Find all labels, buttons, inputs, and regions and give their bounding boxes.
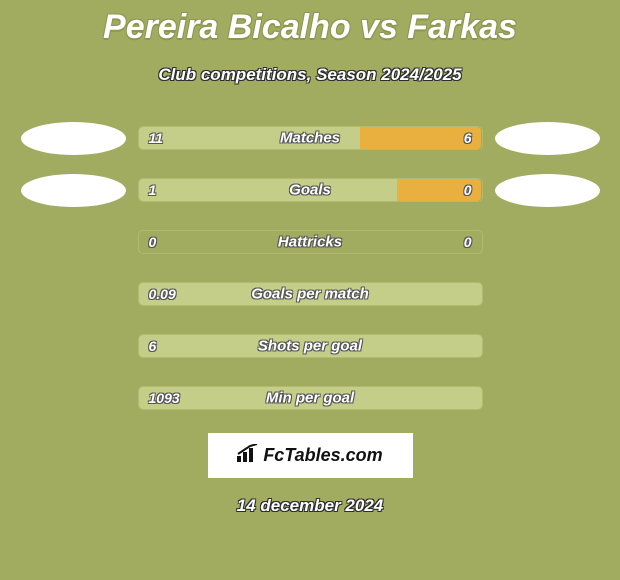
stat-value-left: 6 bbox=[149, 338, 157, 354]
page-title: Pereira Bicalho vs Farkas bbox=[0, 0, 620, 47]
stat-rows: Matches 11 6 Goals 1 0 Hattricks 0 0 Goals per ma… bbox=[0, 123, 620, 413]
avatar-right bbox=[495, 174, 600, 207]
stat-bar: Matches 11 6 bbox=[138, 126, 483, 150]
stat-label: Shots per goal bbox=[258, 338, 362, 355]
avatar-spacer bbox=[495, 278, 600, 311]
stat-value-left: 11 bbox=[149, 130, 164, 146]
stat-value-left: 1 bbox=[149, 182, 157, 198]
avatar-right bbox=[495, 122, 600, 155]
bar-left-fill bbox=[139, 179, 398, 201]
stat-row: Min per goal 1093 bbox=[0, 383, 620, 413]
stat-row: Hattricks 0 0 bbox=[0, 227, 620, 257]
stat-bar: Shots per goal 6 bbox=[138, 334, 483, 358]
stat-bar: Goals per match 0.09 bbox=[138, 282, 483, 306]
stat-label: Goals bbox=[289, 182, 331, 199]
avatar-left bbox=[21, 122, 126, 155]
stat-row: Shots per goal 6 bbox=[0, 331, 620, 361]
avatar-spacer bbox=[495, 382, 600, 415]
avatar-spacer bbox=[21, 226, 126, 259]
stat-value-left: 0.09 bbox=[149, 286, 176, 302]
stat-label: Goals per match bbox=[251, 286, 369, 303]
stat-value-right: 0 bbox=[464, 182, 472, 198]
avatar-spacer bbox=[21, 278, 126, 311]
comparison-card: Pereira Bicalho vs Farkas Club competiti… bbox=[0, 0, 620, 580]
stat-label: Min per goal bbox=[266, 390, 354, 407]
stat-row: Goals 1 0 bbox=[0, 175, 620, 205]
avatar-spacer bbox=[495, 226, 600, 259]
stat-value-right: 0 bbox=[464, 234, 472, 250]
stat-bar: Goals 1 0 bbox=[138, 178, 483, 202]
avatar-spacer bbox=[21, 330, 126, 363]
stat-bar: Min per goal 1093 bbox=[138, 386, 483, 410]
stat-value-right: 6 bbox=[464, 130, 472, 146]
stat-value-left: 0 bbox=[149, 234, 157, 250]
date-text: 14 december 2024 bbox=[0, 496, 620, 516]
avatar-spacer bbox=[21, 382, 126, 415]
logo-text: FcTables.com bbox=[263, 445, 382, 466]
avatar-left bbox=[21, 174, 126, 207]
stat-label: Matches bbox=[280, 130, 340, 147]
subtitle: Club competitions, Season 2024/2025 bbox=[0, 65, 620, 85]
stat-row: Matches 11 6 bbox=[0, 123, 620, 153]
stat-label: Hattricks bbox=[278, 234, 342, 251]
stat-row: Goals per match 0.09 bbox=[0, 279, 620, 309]
logo-box: FcTables.com bbox=[208, 433, 413, 478]
stat-value-left: 1093 bbox=[149, 390, 180, 406]
stat-bar: Hattricks 0 0 bbox=[138, 230, 483, 254]
avatar-spacer bbox=[495, 330, 600, 363]
chart-icon bbox=[237, 444, 259, 467]
